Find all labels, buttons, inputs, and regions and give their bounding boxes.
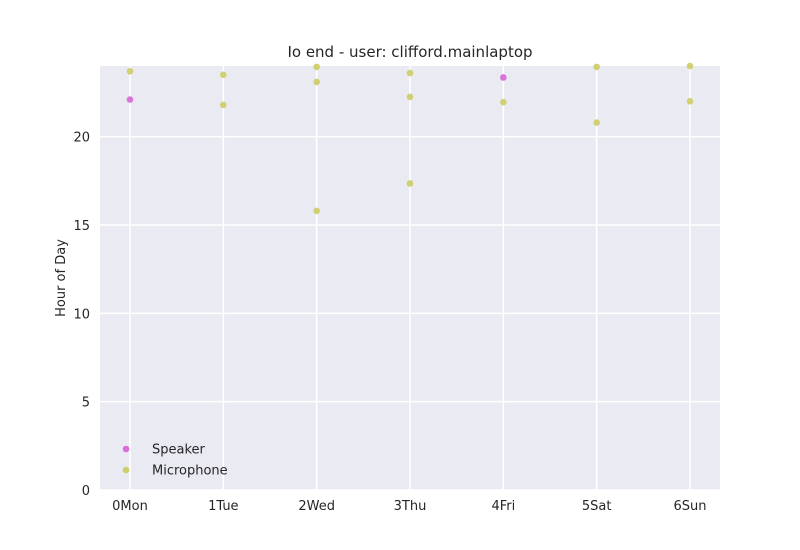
x-tick-label: 5Sat [582,499,612,514]
x-tick-labels: 0Mon 1Tue 2Wed 3Thu 4Fri 5Sat 6Sun [112,499,706,514]
scatter-point [126,96,134,103]
legend-label: Microphone [152,464,228,479]
x-tick-label: 2Wed [298,499,335,514]
legend-marker [122,445,130,453]
y-tick-label: 15 [73,219,90,234]
y-tick-labels: 0 5 10 15 20 [73,131,90,499]
scatter-point [593,119,600,126]
legend-marker [122,466,130,474]
x-tick-label: 0Mon [112,499,148,514]
scatter-point [126,68,134,75]
data-points [126,62,694,215]
scatter-point [406,93,414,101]
y-tick-label: 5 [82,396,90,411]
x-tick-label: 3Thu [394,499,427,514]
legend-label: Speaker [152,443,206,458]
scatter-point [406,180,414,187]
scatter-point [220,71,227,79]
x-tick-label: 1Tue [208,499,238,514]
scatter-point [313,78,320,86]
scatter-point [313,207,320,215]
scatter-point [220,101,227,109]
y-tick-label: 20 [73,131,90,146]
grid-lines [100,66,720,491]
y-axis-label: Hour of Day [54,239,69,317]
scatter-point [686,62,694,70]
scatter-point [593,63,600,71]
y-tick-label: 0 [82,484,90,499]
x-tick-label: 4Fri [491,499,515,514]
scatter-point [500,74,507,81]
scatter-point [313,63,320,71]
y-tick-label: 10 [73,307,90,322]
scatter-point [686,98,694,105]
legend: Speaker Microphone [122,443,228,479]
scatter-point [500,98,507,106]
scatter-point [406,69,414,77]
x-tick-label: 6Sun [673,499,706,514]
chart-title: Io end - user: clifford.mainlaptop [287,43,532,61]
